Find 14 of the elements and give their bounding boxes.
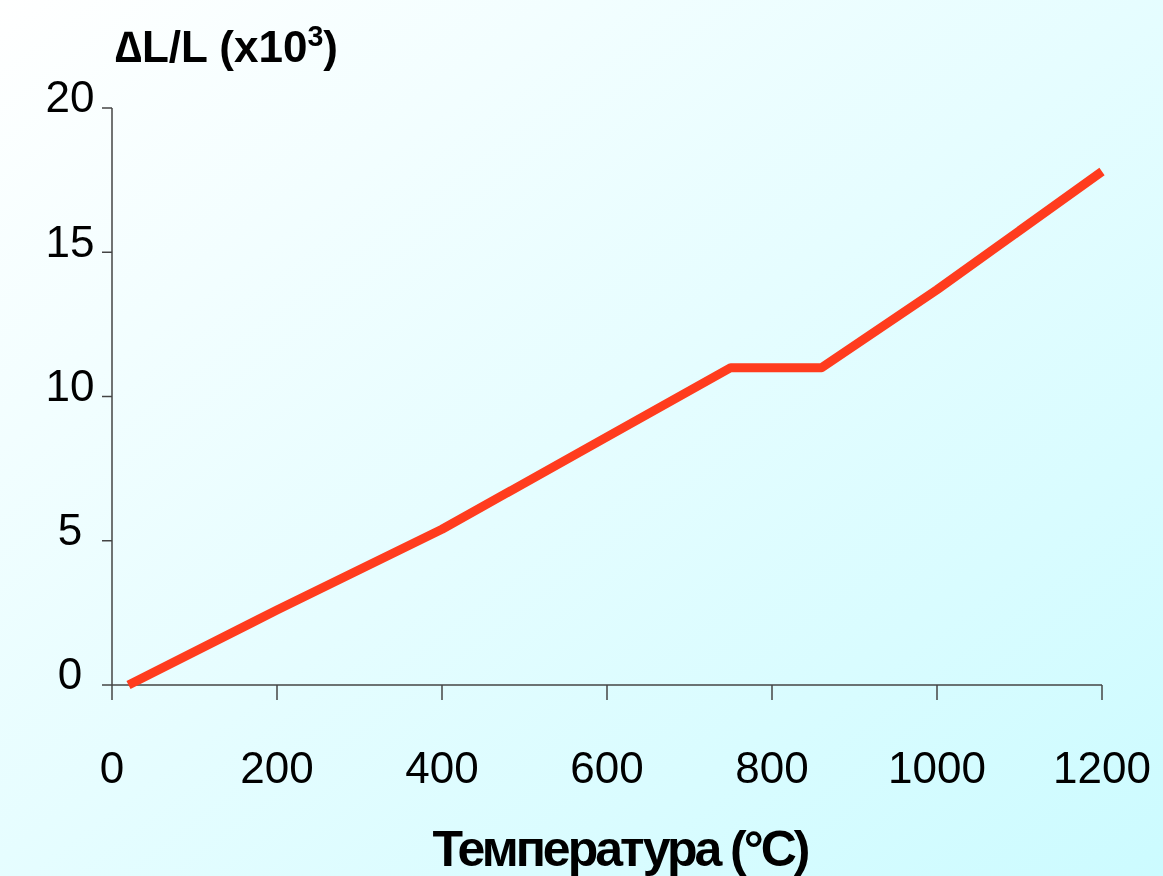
y-tick-label: 0 bbox=[57, 649, 83, 699]
y-axis-title: ∆L/L (x10$^{3}$) bbox=[115, 20, 338, 71]
y-tick-label: 20 bbox=[45, 72, 95, 122]
y-tick-label: 5 bbox=[57, 505, 83, 555]
y-tick-label: 15 bbox=[45, 216, 95, 266]
x-tick-label: 200 bbox=[240, 743, 314, 792]
x-tick-label: 1000 bbox=[888, 743, 986, 792]
x-tick-label: 800 bbox=[735, 743, 809, 792]
y-tick-label: 10 bbox=[45, 360, 95, 410]
x-tick-label: 600 bbox=[570, 743, 644, 792]
x-tick-label: 400 bbox=[405, 743, 479, 792]
x-tick-label: 1200 bbox=[1053, 743, 1151, 792]
x-tick-label: 0 bbox=[99, 743, 125, 792]
x-axis-title: Температура (°C) bbox=[432, 821, 809, 876]
